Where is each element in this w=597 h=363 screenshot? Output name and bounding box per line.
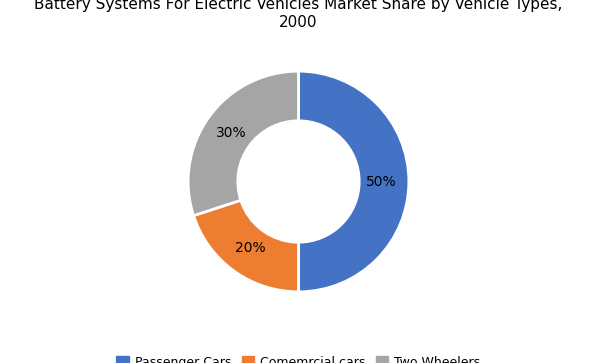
Legend: Passenger Cars, Comemrcial cars, Two Wheelers: Passenger Cars, Comemrcial cars, Two Whe… bbox=[112, 351, 485, 363]
Wedge shape bbox=[298, 71, 409, 292]
Wedge shape bbox=[193, 200, 298, 292]
Text: 30%: 30% bbox=[216, 126, 247, 140]
Title: Battery Systems For Electric Vehicles Market Share by Vehicle Types,
2000: Battery Systems For Electric Vehicles Ma… bbox=[34, 0, 563, 30]
Text: 20%: 20% bbox=[235, 241, 265, 256]
Wedge shape bbox=[188, 71, 298, 216]
Text: 50%: 50% bbox=[366, 175, 396, 188]
